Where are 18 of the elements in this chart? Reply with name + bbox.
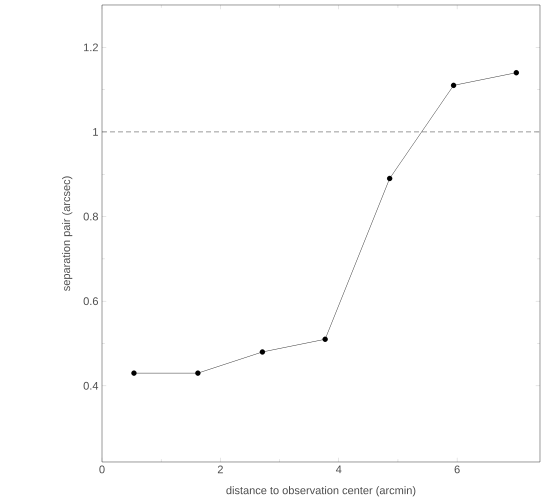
point	[322, 336, 328, 342]
x-tick-label: 0	[99, 466, 105, 474]
point	[131, 370, 137, 376]
point	[260, 349, 266, 355]
y-tick-label: 1	[93, 128, 98, 136]
x-tick-label: 6	[454, 466, 460, 474]
y-tick-label: 0.8	[84, 212, 98, 220]
point	[386, 176, 392, 182]
point	[195, 370, 201, 376]
y-tick-label: 0.6	[84, 297, 98, 306]
y-tick-label: 0.4	[84, 382, 98, 390]
x-tick-label: 2	[218, 466, 223, 474]
point	[450, 82, 456, 88]
x-tick-label: 4	[336, 466, 342, 474]
y-tick-label: 1.2	[84, 43, 98, 52]
point	[514, 70, 520, 76]
x-axis-title: distance to observation center (arcmin)	[226, 486, 416, 496]
y-axis-title: separation pair (arcsec)	[62, 176, 72, 291]
